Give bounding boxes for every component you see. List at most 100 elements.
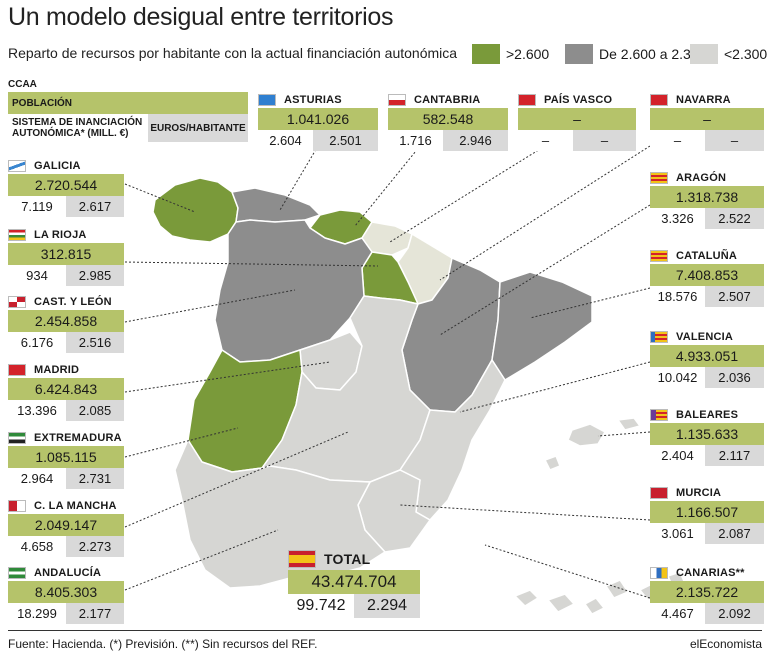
region-name: ASTURIAS — [284, 93, 342, 106]
region-sistema: 3.326 — [650, 208, 705, 229]
flag-baleares-icon — [650, 408, 668, 421]
card-total: TOTAL 43.474.704 99.742 2.294 — [288, 548, 420, 618]
region-poblacion: 7.408.853 — [650, 264, 764, 286]
region-name: CANARIAS** — [676, 566, 745, 579]
flag-madrid-icon — [8, 363, 26, 376]
card-asturias: ASTURIAS 1.041.026 2.604 2.501 — [258, 91, 378, 151]
card-baleares: BALEARES 1.135.633 2.404 2.117 — [650, 406, 764, 466]
region-poblacion: 4.933.051 — [650, 345, 764, 367]
region-poblacion: 312.815 — [8, 243, 124, 265]
card-madrid: MADRID 6.424.843 13.396 2.085 — [8, 361, 124, 421]
region-asturias — [231, 187, 321, 223]
flag-valencia-icon — [650, 330, 668, 343]
total-sistema: 99.742 — [288, 594, 354, 618]
total-poblacion: 43.474.704 — [288, 570, 420, 594]
region-name: CATALUÑA — [676, 249, 738, 262]
region-sistema: 10.042 — [650, 367, 705, 388]
card-pais-vasco: PAÍS VASCO – – – — [518, 91, 636, 151]
region-euros: – — [573, 130, 636, 151]
flag-cataluna-icon — [650, 249, 668, 262]
flag-galicia-icon — [8, 159, 26, 172]
region-castilla-leon — [214, 219, 373, 363]
region-euros: 2.731 — [66, 468, 124, 489]
card-castilla-leon: CAST. Y LEÓN 2.454.858 6.176 2.516 — [8, 293, 124, 353]
footer-divider — [8, 630, 762, 631]
legend-swatch-low — [690, 44, 718, 64]
table-key: CCAA POBLACIÓN SISTEMA DE INANCIACIÓN AU… — [8, 76, 248, 142]
region-euros: 2.273 — [66, 536, 124, 557]
flag-andalucia-icon — [8, 566, 26, 579]
key-poblacion: POBLACIÓN — [8, 92, 248, 114]
legend-item-mid: De 2.600 a 2.300 — [565, 43, 706, 65]
flag-navarra-icon — [650, 93, 668, 106]
region-name: EXTREMADURA — [34, 431, 122, 444]
region-cataluna — [491, 271, 593, 381]
flag-extremadura-icon — [8, 431, 26, 444]
region-poblacion: 1.318.738 — [650, 186, 764, 208]
legend-item-high: >2.600 — [472, 43, 549, 65]
card-cantabria: CANTABRIA 582.548 1.716 2.946 — [388, 91, 508, 151]
region-euros: – — [705, 130, 764, 151]
region-poblacion: 8.405.303 — [8, 581, 124, 603]
flag-murcia-icon — [650, 486, 668, 499]
region-name: LA RIOJA — [34, 228, 87, 241]
key-ccaa: CCAA — [8, 78, 37, 90]
legend-label-low: <2.300 — [724, 46, 768, 62]
region-sistema: 18.576 — [650, 286, 705, 307]
region-sistema: 1.716 — [388, 130, 443, 151]
flag-spain-icon — [288, 550, 316, 568]
region-euros: 2.516 — [66, 332, 124, 353]
region-sistema: 7.119 — [8, 196, 66, 217]
flag-la-rioja-icon — [8, 228, 26, 241]
region-sistema: 6.176 — [8, 332, 66, 353]
region-sistema: – — [518, 130, 573, 151]
region-poblacion: 2.135.722 — [650, 581, 764, 603]
region-sistema: 18.299 — [8, 603, 66, 624]
region-poblacion: 582.548 — [388, 108, 508, 130]
region-name: VALENCIA — [676, 330, 734, 343]
region-euros: 2.087 — [705, 523, 764, 544]
region-canarias-4 — [605, 579, 629, 599]
region-sistema: 13.396 — [8, 400, 66, 421]
card-navarra: NAVARRA – – – — [650, 91, 764, 151]
card-extremadura: EXTREMADURA 1.085.115 2.964 2.731 — [8, 429, 124, 489]
region-euros: 2.501 — [313, 130, 378, 151]
region-sistema: – — [650, 130, 705, 151]
region-euros: 2.092 — [705, 603, 764, 624]
region-poblacion: 2.454.858 — [8, 310, 124, 332]
region-name: BALEARES — [676, 408, 739, 421]
region-euros: 2.036 — [705, 367, 764, 388]
flag-aragon-icon — [650, 171, 668, 184]
region-euros: 2.085 — [66, 400, 124, 421]
region-name: C. LA MANCHA — [34, 499, 117, 512]
region-euros: 2.522 — [705, 208, 764, 229]
region-name: CAST. Y LEÓN — [34, 295, 112, 308]
region-name: ANDALUCÍA — [34, 566, 102, 579]
region-poblacion: 1.085.115 — [8, 446, 124, 468]
legend-label-mid: De 2.600 a 2.300 — [599, 46, 707, 62]
card-valencia: VALENCIA 4.933.051 10.042 2.036 — [650, 328, 764, 388]
region-baleares-menorca — [617, 417, 641, 431]
flag-castilla-mancha-icon — [8, 499, 26, 512]
region-euros: 2.617 — [66, 196, 124, 217]
brand-name: elEconomista — [689, 637, 762, 651]
region-canarias-3 — [584, 597, 605, 615]
region-sistema: 2.604 — [258, 130, 313, 151]
key-sistema: SISTEMA DE INANCIACIÓN AUTONÓMICA* (MILL… — [8, 114, 148, 142]
source-note: Fuente: Hacienda. (*) Previsión. (**) Si… — [8, 637, 318, 651]
card-canarias: CANARIAS** 2.135.722 4.467 2.092 — [650, 564, 764, 624]
region-poblacion: – — [650, 108, 764, 130]
region-sistema: 2.404 — [650, 445, 705, 466]
region-name: NAVARRA — [676, 93, 731, 106]
region-poblacion: 1.135.633 — [650, 423, 764, 445]
card-la-rioja: LA RIOJA 312.815 934 2.985 — [8, 226, 124, 286]
region-poblacion: 2.049.147 — [8, 514, 124, 536]
region-name: PAÍS VASCO — [544, 93, 613, 106]
card-galicia: GALICIA 2.720.544 7.119 2.617 — [8, 157, 124, 217]
region-poblacion: 1.166.507 — [650, 501, 764, 523]
region-sistema: 4.658 — [8, 536, 66, 557]
legend-swatch-mid — [565, 44, 593, 64]
flag-canarias-icon — [650, 566, 668, 579]
total-euros: 2.294 — [354, 594, 420, 618]
region-baleares-ibiza — [544, 455, 561, 471]
